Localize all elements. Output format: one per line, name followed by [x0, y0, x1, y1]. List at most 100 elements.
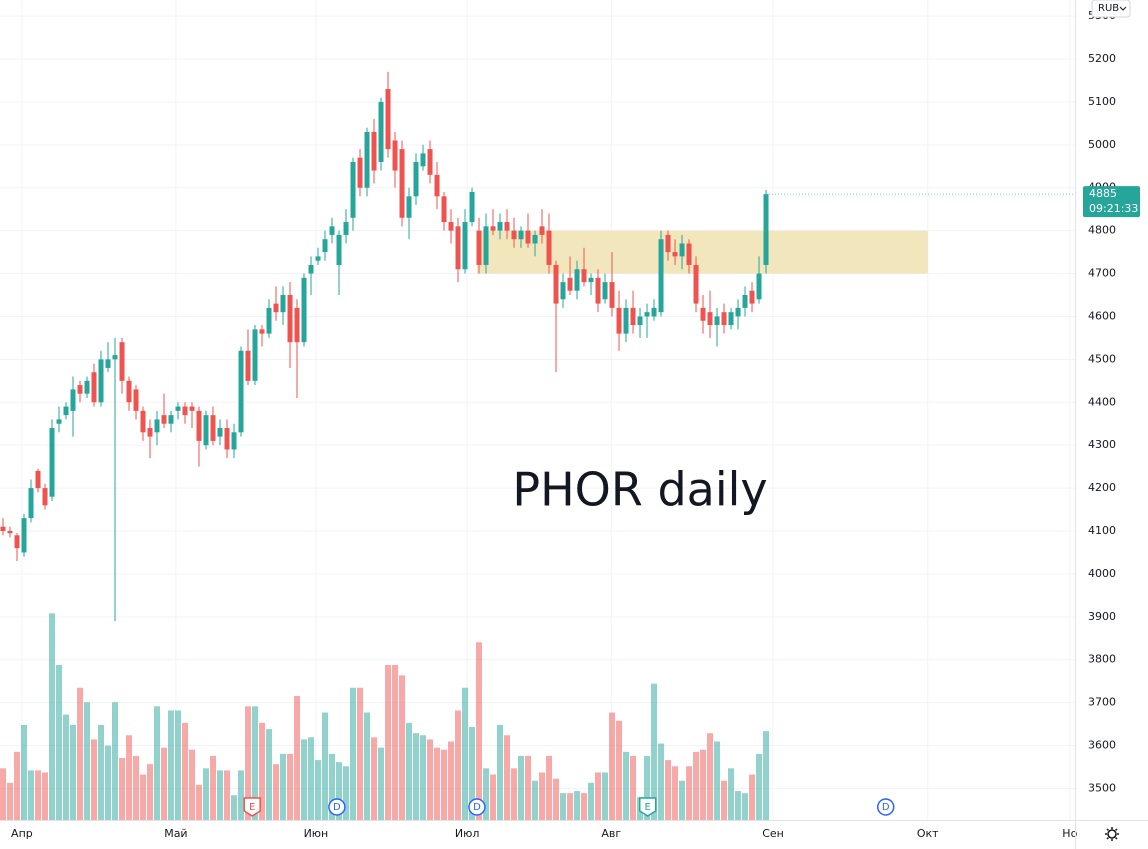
volume-bar — [413, 733, 420, 820]
candle-body — [714, 316, 720, 326]
candle-body — [336, 234, 342, 265]
volume-bar — [210, 755, 217, 820]
volume-bar — [98, 724, 105, 820]
candle-body — [497, 222, 503, 231]
event-label[interactable]: D — [473, 802, 481, 813]
candle-body — [28, 488, 34, 519]
candle-body — [343, 222, 349, 235]
candle-body — [168, 415, 174, 424]
candle-body — [623, 307, 629, 334]
event-badge[interactable] — [328, 798, 346, 816]
volume-bar — [427, 739, 434, 820]
volume-bar — [231, 795, 238, 820]
event-marker[interactable]: D — [328, 798, 346, 816]
candle-body — [49, 428, 55, 497]
event-marker[interactable]: E — [638, 797, 657, 817]
candle-body — [35, 470, 41, 489]
candle-body — [280, 295, 286, 313]
volume-bar — [406, 722, 413, 820]
candle-body — [560, 282, 566, 300]
candle-body — [371, 131, 377, 171]
volume-bar — [203, 768, 210, 820]
volume-bar — [672, 766, 679, 820]
candle-body — [686, 243, 692, 265]
volume-bar — [238, 770, 245, 820]
volume-bar — [259, 722, 266, 820]
candle-body — [735, 307, 741, 317]
gear[interactable] — [1107, 829, 1117, 839]
volume-bar — [7, 782, 14, 820]
volume-bar — [756, 753, 763, 820]
volume-bar — [560, 793, 567, 820]
candle-body — [679, 243, 685, 257]
y-tick-label: 5100 — [1088, 95, 1116, 108]
x-tick-label: Апр — [11, 827, 33, 840]
currency-button[interactable]: RUB — [1091, 0, 1131, 18]
volume-bar — [77, 687, 84, 820]
candle-body — [42, 488, 48, 506]
candle-body — [525, 230, 531, 244]
y-tick-label: 4600 — [1088, 309, 1116, 322]
volume-bar — [749, 774, 756, 820]
y-tick-label: 4700 — [1088, 267, 1116, 280]
volume-bar — [700, 749, 707, 820]
volume-bar — [21, 724, 28, 820]
volume-bar — [133, 755, 140, 820]
candle-body — [413, 161, 419, 197]
volume-bar — [616, 720, 623, 820]
candle-body — [490, 226, 496, 231]
volume-bar — [679, 780, 686, 820]
volume-bar — [280, 753, 287, 820]
volume-bar — [497, 724, 504, 820]
event-badge[interactable] — [468, 798, 486, 816]
x-tick-label: Июн — [304, 827, 329, 840]
candle-body — [329, 226, 335, 235]
candle-body — [182, 406, 188, 416]
candle-body — [154, 419, 160, 433]
candle-body — [126, 380, 132, 403]
event-label[interactable]: D — [333, 802, 341, 813]
volume-bar — [462, 687, 469, 820]
countdown-label: 09:21:33 — [1089, 202, 1138, 215]
event-label[interactable]: E — [645, 802, 651, 813]
candle-body — [84, 380, 90, 394]
candle-body — [539, 226, 545, 235]
candle-body — [602, 282, 608, 300]
candle-body — [210, 415, 216, 441]
candle-body — [70, 389, 76, 411]
currency-box[interactable] — [1091, 0, 1131, 18]
chevron[interactable] — [1119, 6, 1127, 11]
candle-body — [91, 372, 97, 403]
event-badge[interactable] — [876, 798, 895, 816]
candle-body — [721, 312, 727, 326]
candle-body — [532, 234, 538, 244]
event-marker[interactable]: D — [876, 798, 895, 816]
y-tick-label: 4400 — [1088, 395, 1116, 408]
currency-label[interactable]: RUB — [1098, 3, 1119, 14]
volume-bar — [273, 764, 280, 820]
event-marker[interactable]: D — [468, 798, 486, 816]
volume-bar — [175, 710, 182, 820]
volume-bar — [56, 665, 63, 820]
candle-body — [238, 350, 244, 433]
y-tick-label: 3500 — [1088, 781, 1116, 794]
volume-bar — [420, 735, 427, 820]
volume-bar — [721, 780, 728, 820]
event-label[interactable]: D — [882, 802, 890, 813]
volume-bar — [168, 710, 175, 820]
volume-bar — [553, 778, 560, 820]
volume-bar — [28, 770, 35, 820]
candle-body — [637, 316, 643, 326]
candle-body — [147, 428, 153, 437]
event-marker[interactable]: E — [243, 797, 261, 817]
settings-button[interactable] — [1105, 827, 1119, 841]
volume-bar — [105, 745, 112, 820]
candle-body — [308, 264, 314, 274]
event-label[interactable]: E — [249, 802, 255, 813]
y-tick-label: 4300 — [1088, 438, 1116, 451]
gear-teeth[interactable] — [1105, 827, 1119, 841]
event-badge[interactable] — [638, 797, 657, 817]
volume-bar — [343, 766, 350, 820]
candle-body — [140, 410, 146, 433]
event-badge[interactable] — [243, 797, 261, 817]
